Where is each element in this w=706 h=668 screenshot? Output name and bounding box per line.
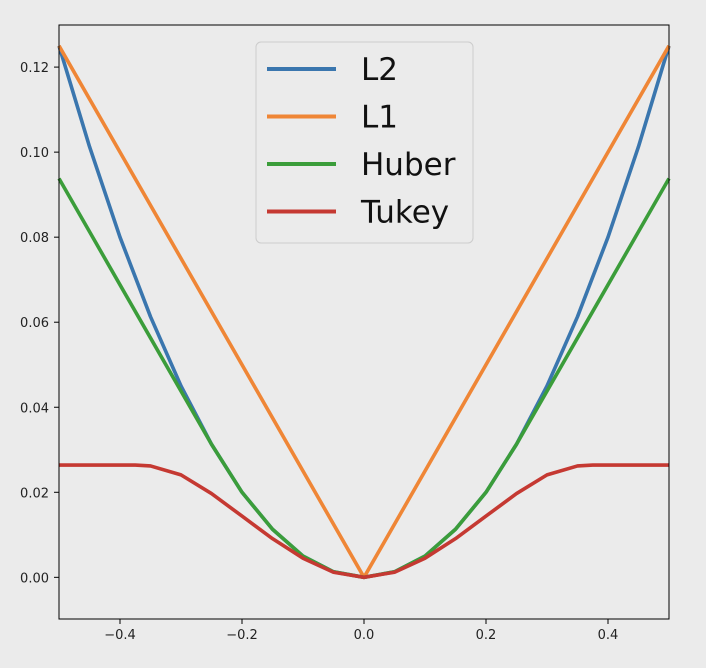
- legend-box: [255, 41, 474, 244]
- legend-label-huber: Huber: [361, 147, 456, 183]
- legend-label-l1: L1: [361, 100, 398, 136]
- legend-label-l2: L2: [361, 52, 398, 88]
- x-axis: −0.4 −0.2 0.0 0.2 0.4: [104, 619, 618, 643]
- series-lines: [57, 44, 671, 580]
- x-tick-label: 0.0: [354, 628, 375, 643]
- x-tick-label: 0.4: [598, 628, 619, 643]
- x-tick-label: −0.2: [226, 628, 258, 643]
- x-tick-label: 0.2: [476, 628, 497, 643]
- series-line-tukey: [59, 463, 669, 580]
- y-tick-label: 0.10: [20, 146, 49, 161]
- y-tick-label: 0.06: [20, 316, 49, 331]
- x-tick-label: −0.4: [104, 628, 136, 643]
- legend-label-tukey: Tukey: [360, 195, 449, 231]
- legend: L2 L1 Huber Tukey: [255, 41, 474, 244]
- y-axis: 0.00 0.02 0.04 0.06 0.08 0.10 0.12: [20, 61, 59, 586]
- y-tick-label: 0.02: [20, 486, 49, 501]
- y-tick-label: 0.12: [20, 61, 49, 76]
- y-tick-label: 0.00: [20, 571, 49, 586]
- y-tick-label: 0.08: [20, 231, 49, 246]
- y-tick-label: 0.04: [20, 401, 49, 416]
